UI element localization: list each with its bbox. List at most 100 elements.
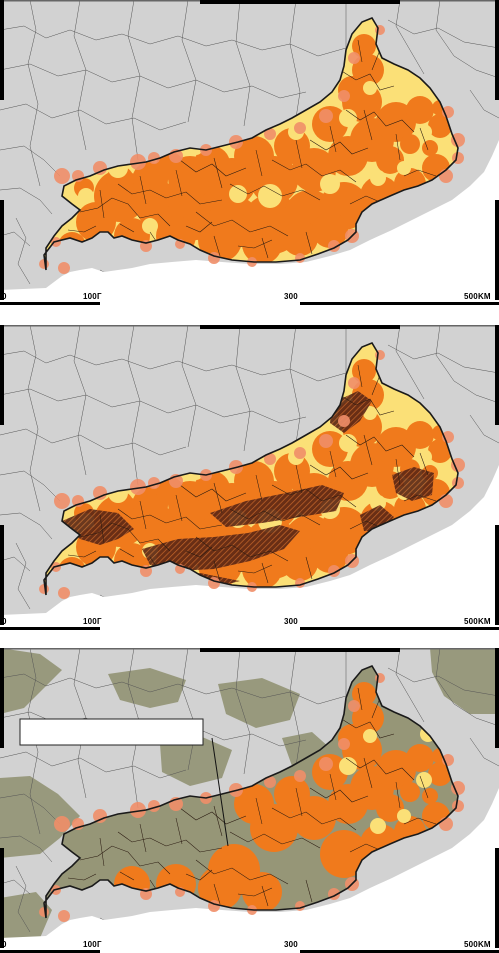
coverage-spot: [312, 212, 348, 248]
coverage-spot: [274, 776, 310, 812]
scale-label-mid2: 300: [284, 617, 298, 626]
coverage-spot: [242, 872, 282, 912]
state-outline: [43, 665, 459, 919]
coverage-spot: [428, 762, 452, 786]
scale-label-left: 0: [2, 940, 7, 949]
buffer-circle: [93, 161, 107, 175]
high-spot: [229, 185, 247, 203]
buffer-circles: [39, 25, 465, 274]
buffer-circle: [294, 122, 306, 134]
map-frame: [0, 648, 499, 953]
scale-label-mid2: 300: [284, 940, 298, 949]
buffer-circle: [338, 90, 350, 102]
buffer-circle: [93, 809, 107, 823]
buffer-circle: [451, 133, 465, 147]
buffer-circle: [264, 776, 276, 788]
panel-1: 0 100Г 300 500KM: [0, 0, 499, 305]
coverage-spot: [428, 114, 452, 138]
coverage-spot: [234, 136, 274, 176]
high-spot: [370, 170, 386, 186]
high-spot: [363, 729, 377, 743]
map-frame: [0, 325, 499, 630]
panel-3: 0 100Г 300 500KM: [0, 648, 499, 953]
coverage-spot: [406, 744, 434, 772]
coverage-spot: [242, 224, 282, 264]
scale-label-right: 500KM: [464, 940, 491, 949]
buffer-circle: [58, 587, 70, 599]
buffer-circle: [58, 262, 70, 274]
buffer-circle: [130, 479, 146, 495]
scale-label-mid1: 100Г: [83, 940, 102, 949]
buffer-circle: [451, 458, 465, 472]
coverage-spot: [406, 96, 434, 124]
high-spot: [142, 218, 158, 234]
coverage-spot: [312, 537, 348, 573]
buffer-circle: [264, 128, 276, 140]
buffer-circle: [58, 910, 70, 922]
buffer-circle: [54, 168, 70, 184]
buffer-circle: [130, 154, 146, 170]
scale-label-mid1: 100Г: [83, 617, 102, 626]
scale-label-mid2: 300: [284, 292, 298, 301]
buffer-circle: [348, 52, 360, 64]
label-box: [19, 718, 229, 847]
buffer-circle: [319, 109, 333, 123]
scale-label-right: 500KM: [464, 617, 491, 626]
panel-2: 0 100Г 300 500KM: [0, 325, 499, 630]
high-spot: [397, 809, 411, 823]
scale-label-right: 500KM: [464, 292, 491, 301]
buffer-circle: [130, 802, 146, 818]
buffer-circles: [39, 673, 465, 922]
buffer-circle: [451, 781, 465, 795]
coverage-spot: [406, 421, 434, 449]
coverage-spot: [422, 788, 438, 804]
high-spot: [339, 434, 357, 452]
municipal-boundaries: [0, 325, 499, 614]
state-outline: [43, 342, 459, 596]
buffer-circle: [319, 757, 333, 771]
coverage-spot: [282, 220, 318, 256]
buffer-circle: [54, 816, 70, 832]
high-spot: [416, 772, 432, 788]
internal-boundaries: [67, 39, 437, 259]
buffer-circle: [338, 738, 350, 750]
map-canvas: [0, 648, 499, 953]
buffer-circle: [338, 415, 350, 427]
high-spot: [78, 188, 94, 204]
coverage-spot: [422, 140, 438, 156]
state-coverage: [46, 34, 452, 270]
buffer-circle: [54, 493, 70, 509]
buffer-circle: [439, 817, 453, 831]
buffer-circle: [439, 169, 453, 183]
buffer-circle: [439, 494, 453, 508]
high-spot: [397, 161, 411, 175]
buffer-circle: [93, 486, 107, 500]
coverage-spot: [198, 218, 242, 262]
scale-label-left: 0: [2, 292, 7, 301]
coverage-spot: [198, 866, 242, 910]
high-spot: [258, 184, 282, 208]
high-spot: [416, 449, 432, 465]
high-spot: [320, 174, 340, 194]
scale-label-left: 0: [2, 617, 7, 626]
scale-label-mid1: 100Г: [83, 292, 102, 301]
coverage-spot: [428, 439, 452, 463]
high-spot: [339, 109, 357, 127]
buffer-circle: [264, 453, 276, 465]
buffer-circle: [294, 770, 306, 782]
coverage-spot: [400, 782, 420, 802]
high-spot: [370, 818, 386, 834]
buffer-circle: [319, 434, 333, 448]
coverage-spot: [376, 146, 404, 174]
map-canvas: [0, 325, 499, 630]
high-spot: [339, 757, 357, 775]
high-spot: [416, 124, 432, 140]
map-canvas: [0, 0, 499, 305]
coverage-spot: [282, 545, 318, 581]
coverage-spot: [234, 784, 274, 824]
coverage-spot: [376, 794, 404, 822]
high-spot: [363, 81, 377, 95]
coverage-spot: [400, 134, 420, 154]
olive-outside-areas: [0, 648, 499, 944]
buffer-circle: [294, 447, 306, 459]
